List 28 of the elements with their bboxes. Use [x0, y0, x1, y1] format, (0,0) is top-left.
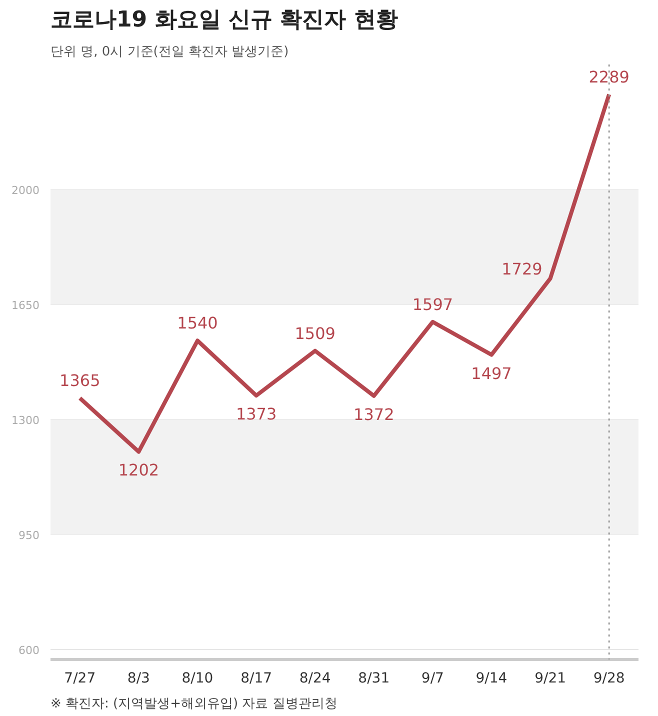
x-tick-label: 8/10 — [182, 670, 214, 686]
x-tick-label: 8/31 — [358, 670, 390, 686]
data-label: 1540 — [177, 314, 218, 333]
data-label: 1365 — [60, 371, 100, 390]
data-label: 1202 — [118, 460, 160, 480]
data-label: 1597 — [412, 294, 454, 314]
chart-subtitle: 단위 명, 0시 기준(전일 확진자 발생기준) — [50, 44, 289, 60]
x-tick-label: 7/27 — [64, 670, 96, 686]
y-tick-label: 1650 — [12, 298, 40, 312]
data-label: 1509 — [294, 324, 336, 343]
x-tick-label: 9/28 — [593, 670, 625, 686]
chart-title: 코로나19 화요일 신규 확진자 현황 — [50, 8, 398, 32]
x-tick-label: 8/3 — [127, 670, 150, 686]
data-label: 1373 — [236, 404, 277, 424]
x-tick-label: 9/14 — [476, 670, 508, 686]
y-tick-label: 950 — [18, 529, 40, 542]
text: ※ 확진자: (지역발생+해외유입) 자료 질병관리청 — [50, 696, 338, 712]
x-tick-label: 9/21 — [534, 670, 566, 686]
y-tick-label: 600 — [18, 644, 40, 658]
y-tick-label: 2000 — [12, 184, 40, 197]
data-label: 1729 — [502, 260, 542, 279]
y-tick-label: 1300 — [12, 414, 40, 428]
x-tick-label: 8/24 — [299, 670, 331, 686]
data-label: 1372 — [354, 404, 394, 424]
x-tick-label: 8/17 — [240, 670, 272, 686]
data-label: 2289 — [588, 67, 630, 86]
x-tick-label: 9/7 — [421, 670, 444, 686]
data-label: 1497 — [471, 364, 512, 383]
